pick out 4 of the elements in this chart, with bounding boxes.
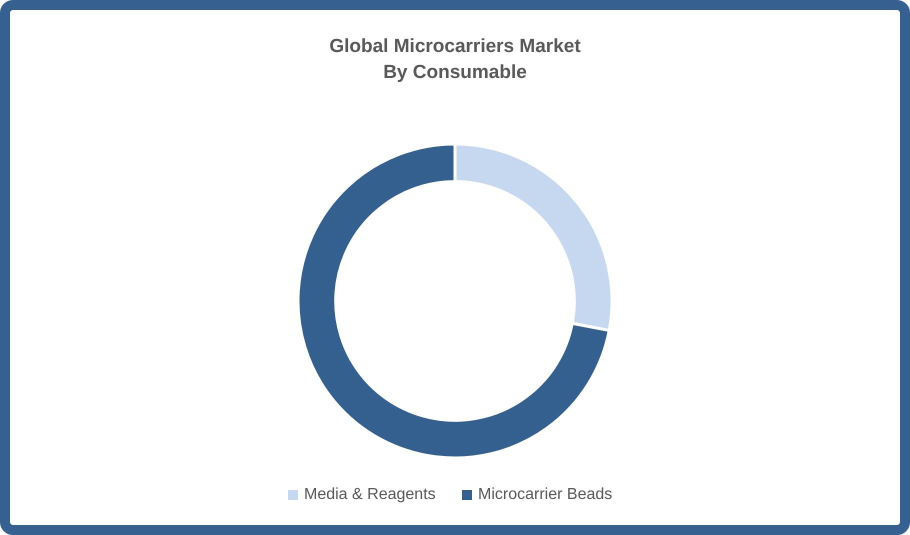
legend-label: Media & Reagents	[304, 486, 436, 503]
legend-label: Microcarrier Beads	[478, 486, 612, 503]
chart-title: Global Microcarriers Market By Consumable	[329, 36, 582, 83]
donut-slice	[296, 142, 611, 460]
